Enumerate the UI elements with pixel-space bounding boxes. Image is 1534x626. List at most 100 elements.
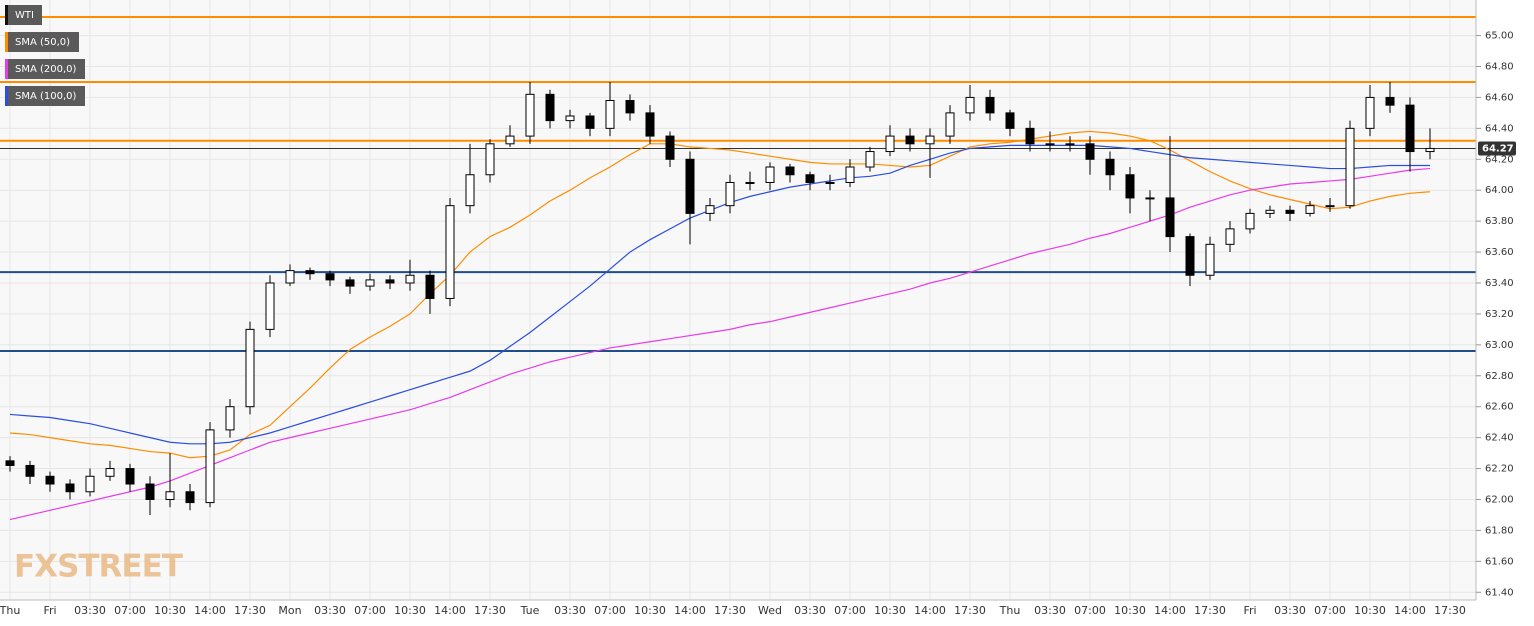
candles <box>5 81 1435 515</box>
y-tick-label: 63.40 <box>1485 278 1514 289</box>
x-tick-label: 14:00 <box>1154 604 1186 617</box>
x-tick-label: 10:30 <box>154 604 186 617</box>
plot-area <box>0 0 1476 600</box>
candle-body <box>765 166 775 183</box>
x-tick-label: 07:00 <box>114 604 146 617</box>
candle-body <box>45 475 55 485</box>
candle-body <box>1185 236 1195 276</box>
candle-body <box>885 135 895 153</box>
x-tick-label: 17:30 <box>714 604 746 617</box>
x-tick-label: 17:30 <box>474 604 506 617</box>
y-tick-label: 64.40 <box>1485 123 1514 134</box>
x-tick-label: Mon <box>278 604 301 617</box>
legend-label: WTI <box>15 10 34 21</box>
y-tick-label: 63.00 <box>1485 340 1514 351</box>
y-tick-label: 64.00 <box>1485 185 1514 196</box>
y-tick-label: 61.60 <box>1485 556 1514 567</box>
candle-body <box>565 115 575 122</box>
x-tick-label: 10:30 <box>634 604 666 617</box>
candle-body <box>505 135 515 145</box>
x-tick-label: 17:30 <box>954 604 986 617</box>
candle-body <box>445 205 455 299</box>
candle-body <box>245 328 255 408</box>
legend-box <box>5 86 85 106</box>
candle-body <box>1205 243 1215 276</box>
candle-body <box>1345 127 1355 207</box>
legend-swatch <box>5 86 8 106</box>
last-price-box <box>1478 141 1516 156</box>
x-tick-label: 03:30 <box>794 604 826 617</box>
x-tick-label: 10:30 <box>1114 604 1146 617</box>
candle-body <box>805 174 815 183</box>
watermark: FXSTREET <box>14 549 183 585</box>
candle-body <box>1305 205 1315 214</box>
legend-item: SMA (50,0) <box>5 32 79 52</box>
candle-body <box>425 274 435 299</box>
x-tick-label: 03:30 <box>1274 604 1306 617</box>
candle-body <box>1385 96 1395 106</box>
y-tick-label: 61.80 <box>1485 525 1514 536</box>
x-tick-label: 17:30 <box>1434 604 1466 617</box>
candle-body <box>645 112 655 137</box>
legend-item: SMA (200,0) <box>5 59 85 79</box>
candle-body <box>1105 158 1115 176</box>
candle-body <box>465 174 475 207</box>
y-tick-label: 63.60 <box>1485 247 1514 258</box>
candle-body <box>1425 147 1435 153</box>
y-tick-label: 62.40 <box>1485 433 1514 444</box>
candle-body <box>1145 197 1155 200</box>
x-tick-label: 03:30 <box>314 604 346 617</box>
legend-label: SMA (200,0) <box>15 64 77 75</box>
legend-box <box>5 5 42 25</box>
last-price-label: 64.27 <box>1482 143 1514 154</box>
sma-line <box>9 144 1430 445</box>
x-tick-label: 10:30 <box>394 604 426 617</box>
candle-body <box>1045 143 1055 146</box>
legend-box <box>5 32 79 52</box>
candle-body <box>345 279 355 287</box>
candle-body <box>865 151 875 168</box>
candle-body <box>585 115 595 129</box>
candle-body <box>725 181 735 207</box>
legend-item: SMA (100,0) <box>5 86 85 106</box>
y-tick-label: 64.20 <box>1485 154 1514 165</box>
candle-body <box>1225 228 1235 245</box>
candle-body <box>65 483 75 493</box>
candle-body <box>825 181 835 184</box>
candle-body <box>625 100 635 114</box>
candle-body <box>205 429 215 504</box>
x-tick-label: 17:30 <box>1194 604 1226 617</box>
x-tick-label: 03:30 <box>74 604 106 617</box>
legend-swatch <box>5 5 8 25</box>
candle-body <box>945 112 955 137</box>
x-tick-label: 10:30 <box>874 604 906 617</box>
candle-body <box>1325 205 1335 208</box>
candle-body <box>25 464 35 477</box>
x-tick-label: 07:00 <box>1074 604 1106 617</box>
legend: WTI SMA (50,0) SMA (200,0) SMA (100,0) <box>5 5 85 106</box>
candle-body <box>305 270 315 275</box>
x-tick-label: Fri <box>1243 604 1256 617</box>
candle-body <box>845 166 855 183</box>
candle-body <box>185 491 195 504</box>
x-tick-label: 14:00 <box>1394 604 1426 617</box>
legend-label: SMA (100,0) <box>15 91 77 102</box>
candle-body <box>265 282 275 330</box>
x-tick-label: Thu <box>0 604 20 617</box>
legend-item: WTI <box>5 5 42 25</box>
y-tick-label: 61.40 <box>1485 587 1514 598</box>
x-tick-label: 14:00 <box>434 604 466 617</box>
legend-box <box>5 59 85 79</box>
candle-body <box>405 274 415 284</box>
x-tick-label: Thu <box>999 604 1021 617</box>
candle-body <box>225 406 235 431</box>
candle-body <box>1285 209 1295 214</box>
candle-body <box>385 279 395 284</box>
y-tick-label: 65.00 <box>1485 31 1514 42</box>
y-tick-label: 63.20 <box>1485 309 1514 320</box>
candle-body <box>605 100 615 129</box>
candle-body <box>925 135 935 145</box>
x-tick-label: 14:00 <box>194 604 226 617</box>
